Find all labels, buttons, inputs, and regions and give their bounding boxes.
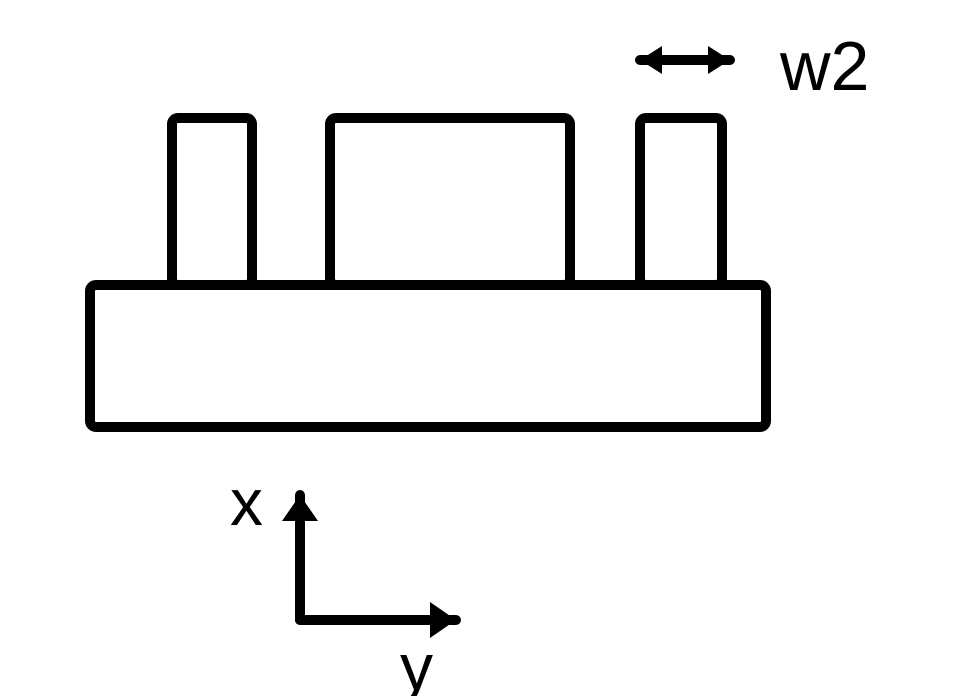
pillar-center [330, 118, 570, 285]
label-axis-x: x [230, 465, 263, 539]
pillar-left [172, 118, 252, 285]
pillar-right [640, 118, 722, 285]
w2-dimension-arrow [640, 46, 730, 74]
base-slab [90, 285, 766, 427]
axis-x-arrow [282, 495, 318, 620]
label-axis-y: y [400, 630, 433, 696]
label-w2: w2 [779, 27, 869, 105]
